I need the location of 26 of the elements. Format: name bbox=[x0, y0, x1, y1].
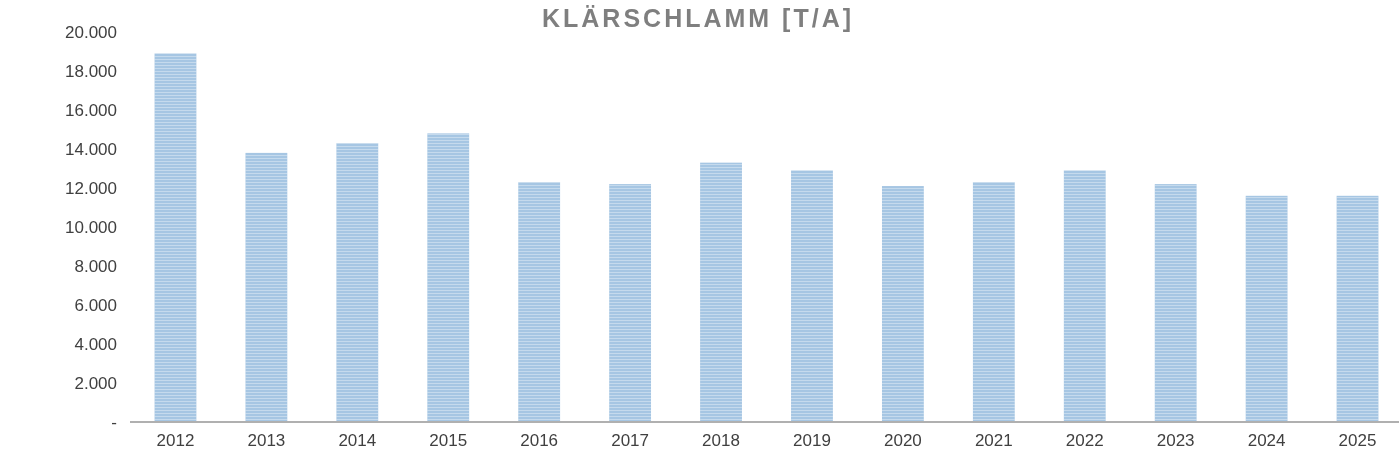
x-tick-label: 2021 bbox=[974, 431, 1013, 450]
x-tick-label: 2025 bbox=[1338, 431, 1377, 450]
y-tick-label: 14.000 bbox=[65, 139, 117, 159]
y-tick-label: 12.000 bbox=[65, 178, 117, 198]
x-tick-label: 2014 bbox=[338, 431, 377, 450]
x-tick-label: 2023 bbox=[1156, 431, 1195, 450]
x-tick-label: 2017 bbox=[611, 431, 650, 450]
y-tick-label: - bbox=[111, 412, 117, 432]
x-tick-label: 2018 bbox=[702, 431, 740, 450]
chart-title: KLÄRSCHLAMM [T/A] bbox=[541, 4, 855, 32]
y-tick-label: 16.000 bbox=[65, 100, 117, 120]
y-tick-label: 10.000 bbox=[65, 217, 117, 237]
x-tick-label: 2015 bbox=[429, 431, 468, 450]
y-tick-label: 20.000 bbox=[65, 22, 117, 42]
y-tick-label: 4.000 bbox=[74, 334, 117, 354]
x-tick-label: 2019 bbox=[793, 431, 831, 450]
x-tick-label: 2013 bbox=[247, 431, 286, 450]
x-tick-label: 2024 bbox=[1247, 431, 1286, 450]
y-tick-label: 2.000 bbox=[74, 373, 117, 393]
y-tick-label: 8.000 bbox=[74, 256, 117, 276]
y-tick-label: 6.000 bbox=[74, 295, 117, 315]
y-tick-label: 18.000 bbox=[65, 61, 117, 81]
x-tick-label: 2016 bbox=[520, 431, 559, 450]
x-tick-label: 2020 bbox=[883, 431, 922, 450]
x-tick-label: 2012 bbox=[156, 431, 195, 450]
x-tick-label: 2022 bbox=[1065, 431, 1104, 450]
